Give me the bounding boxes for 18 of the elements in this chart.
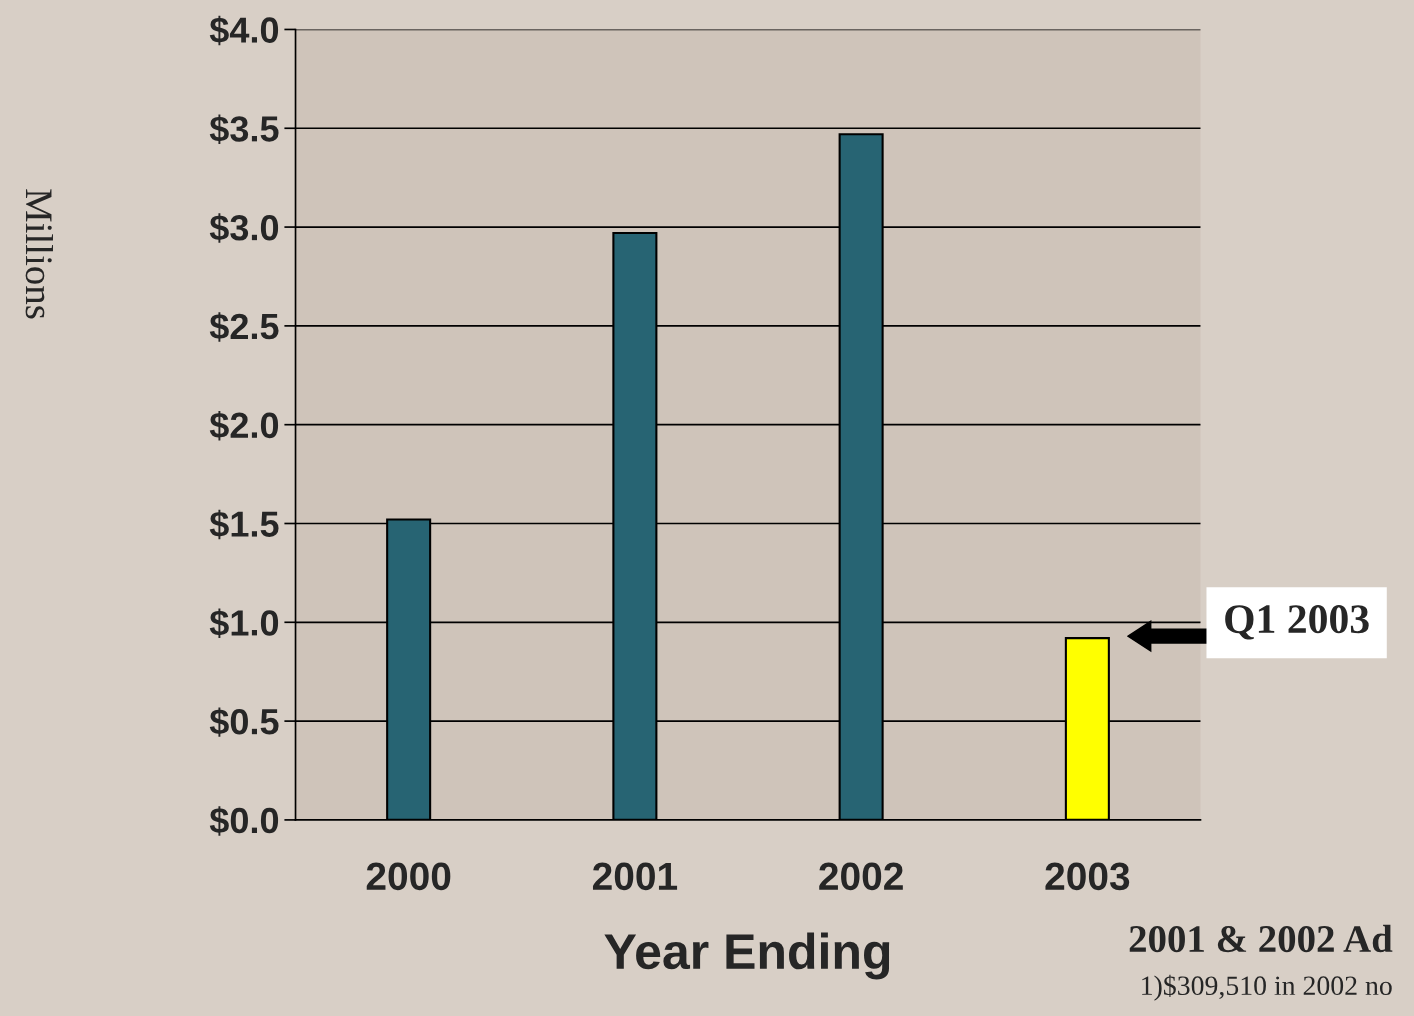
x-axis-title: Year Ending: [604, 932, 890, 980]
text: 1)$309,510 in 2002 no: [1142, 974, 1392, 1001]
y-tick-label: $3.5: [209, 114, 279, 145]
y-tick-label: $2.0: [209, 410, 279, 441]
x-tick-label: 2002: [819, 862, 903, 891]
text: 2001 & 2002 Ad: [1129, 924, 1393, 953]
y-tick-label: $1.5: [209, 509, 279, 540]
y-tick-label: $1.0: [209, 608, 279, 639]
x-tick-label: 2003: [1045, 862, 1130, 891]
y-tick-label: $0.5: [209, 707, 279, 737]
y-tick-label: $3.0: [209, 213, 279, 243]
x-tick-label: 2000: [366, 862, 451, 891]
text: Q1 2003: [1225, 605, 1369, 640]
y-tick-label: $0.0: [209, 806, 279, 836]
y-tick-label: $4.0: [209, 15, 279, 46]
x-tick-label: 2001: [592, 862, 678, 891]
y-axis-title: Millions: [25, 189, 53, 319]
y-tick-label: $2.5: [209, 312, 279, 342]
